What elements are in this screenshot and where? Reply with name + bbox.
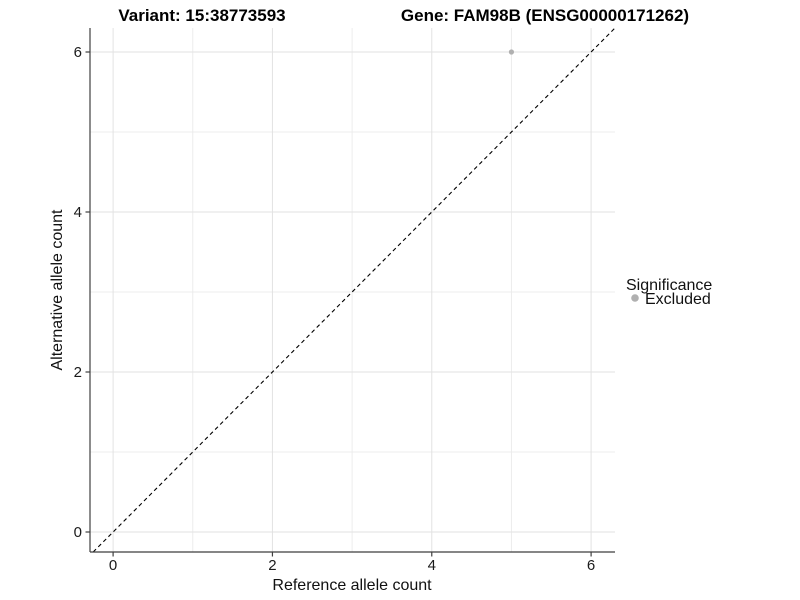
legend-label-excluded: Excluded	[645, 291, 711, 308]
y-tick-label: 0	[74, 524, 82, 541]
y-axis-title: Alternative allele count	[49, 209, 66, 371]
identity-dashed-line	[92, 27, 616, 553]
y-tick-label: 4	[74, 204, 82, 221]
gridlines-major	[90, 28, 615, 552]
x-tick-label: 2	[268, 557, 276, 574]
axis-lines	[89, 28, 615, 553]
axis-tick-marks	[85, 51, 592, 557]
y-tick-label: 6	[74, 44, 82, 61]
gene-title: Gene: FAM98B (ENSG00000171262)	[401, 6, 689, 25]
x-tick-label: 4	[428, 557, 436, 574]
legend: Significance Excluded	[626, 277, 712, 308]
x-tick-label: 6	[587, 557, 595, 574]
data-points	[508, 49, 515, 55]
legend-title: Significance	[626, 277, 712, 294]
y-equals-x-line	[92, 27, 616, 553]
legend-key-excluded-icon	[631, 294, 639, 302]
y-tick-labels: 0 2 4 6	[74, 44, 82, 541]
scatter-point	[508, 49, 515, 55]
x-tick-label: 0	[109, 557, 117, 574]
y-tick-label: 2	[74, 364, 82, 381]
x-tick-labels: 0 2 4 6	[109, 557, 595, 574]
variant-title: Variant: 15:38773593	[118, 6, 285, 25]
x-axis-title: Reference allele count	[272, 577, 432, 594]
